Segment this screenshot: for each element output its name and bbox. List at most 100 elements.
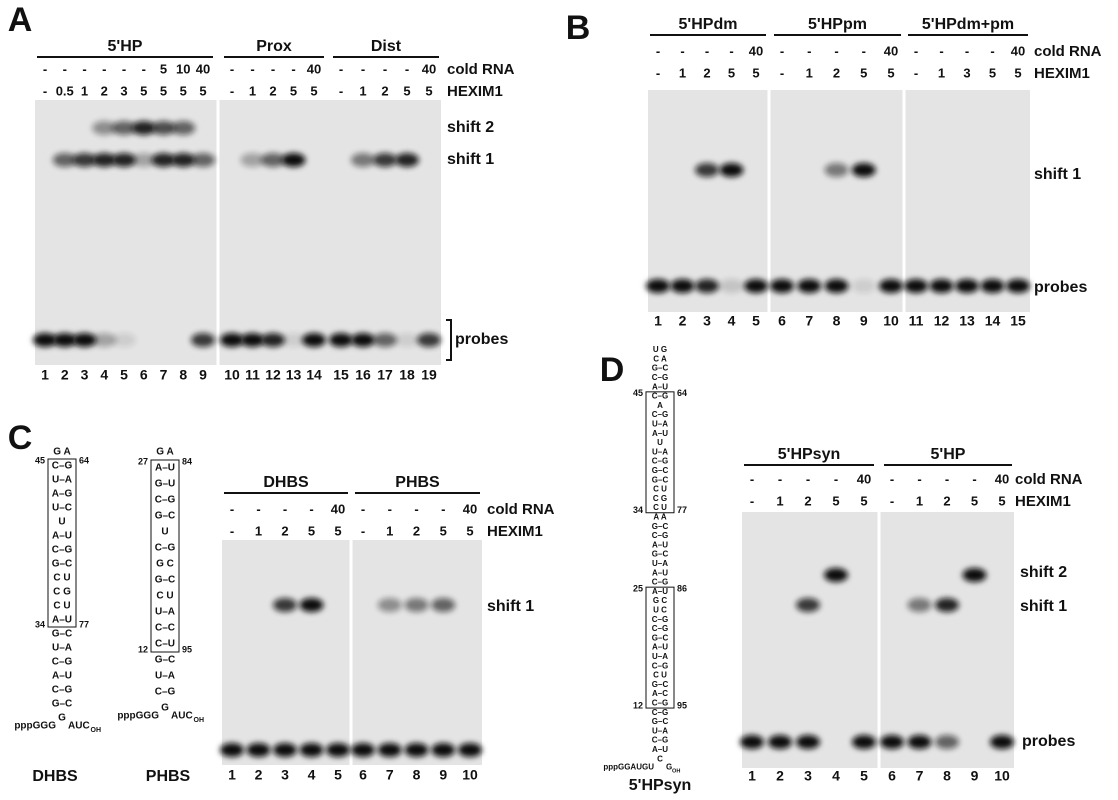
cold-rna-value: - <box>405 61 409 76</box>
three-prime-oh: OH <box>91 727 102 734</box>
gel-band <box>852 735 876 749</box>
lane-number: 2 <box>61 367 69 383</box>
hexim1-value: 5 <box>887 65 894 80</box>
lane-number: 1 <box>228 767 236 783</box>
nucleotide-row: U <box>161 527 168 538</box>
nucleotide-row: G–C <box>155 575 176 586</box>
helix-box <box>150 459 180 653</box>
hexim1-value: 3 <box>120 83 127 98</box>
cold-rna-value: 40 <box>463 501 477 516</box>
nucleotide-row: A–U <box>652 745 668 754</box>
gel-band <box>52 333 77 347</box>
gel-band <box>92 333 117 347</box>
lane-separator <box>349 540 353 765</box>
hexim1-value: - <box>43 83 47 98</box>
hexim1-value: 1 <box>255 523 262 538</box>
nucleotide-row: C–G <box>155 687 176 698</box>
gel-band <box>929 279 954 293</box>
hexim1-value: 5 <box>1014 65 1021 80</box>
cold-rna-value: 40 <box>307 61 321 76</box>
nucleotide-row: C–C <box>155 623 175 634</box>
nucleotide-row: C–G <box>652 615 668 624</box>
row-label: cold RNA <box>1015 471 1083 488</box>
nucleotide-row: C A <box>653 354 667 363</box>
group-header: 5'HPpm <box>808 16 867 33</box>
lane-number: 15 <box>1010 313 1026 329</box>
three-prime-end: AUC <box>68 721 90 732</box>
nucleotide-row: C–G <box>652 531 668 540</box>
gel-band <box>72 153 97 167</box>
nucleotide-row: G–C <box>652 364 669 373</box>
hexim1-value: 2 <box>943 493 950 508</box>
gel-band <box>240 153 265 167</box>
lane-number: 13 <box>286 367 302 383</box>
cold-rna-value: 5 <box>160 61 167 76</box>
lane-number: 10 <box>224 367 240 383</box>
lane-separator <box>767 90 771 312</box>
position-number: 12 <box>633 700 643 710</box>
gel-band <box>695 279 719 293</box>
nucleotide-row: C U <box>53 601 70 612</box>
gel-band <box>907 735 932 749</box>
three-prime-oh: OH <box>672 769 680 775</box>
nucleotide-row: G A <box>53 447 70 458</box>
helix-box <box>645 586 675 709</box>
gel-band <box>326 743 350 757</box>
nucleotide-row: C–G <box>52 461 73 472</box>
position-number: 27 <box>138 456 148 466</box>
cold-rna-value: - <box>102 61 106 76</box>
cold-rna-value: - <box>63 61 67 76</box>
hexim1-value: 3 <box>963 65 970 80</box>
lane-number: 8 <box>943 768 951 784</box>
nucleotide-row: C–G <box>652 736 668 745</box>
lane-number: 14 <box>306 367 322 383</box>
nucleotide-row: G–C <box>652 550 669 559</box>
gel-band <box>373 333 397 347</box>
hexim1-value: - <box>339 83 343 98</box>
lane-number: 1 <box>41 367 49 383</box>
nucleotide-row: C–G <box>652 392 668 401</box>
nucleotide-row: A–U <box>652 643 668 652</box>
row-label: HEXIM1 <box>1015 493 1071 510</box>
nucleotide-row: U C <box>653 606 667 615</box>
hexim1-value: 2 <box>804 493 811 508</box>
position-number: 25 <box>633 584 643 594</box>
hexim1-value: 1 <box>679 65 686 80</box>
hexim1-value: 2 <box>833 65 840 80</box>
cold-rna-value: - <box>972 471 976 486</box>
hexim1-value: 1 <box>359 83 366 98</box>
lane-separator <box>877 512 881 768</box>
cold-rna-value: - <box>806 471 810 486</box>
gel-band <box>695 163 719 177</box>
structure-name: 5'HPsyn <box>629 777 692 794</box>
lane-number: 16 <box>355 367 371 383</box>
lane-number: 2 <box>679 313 687 329</box>
five-prime-end: pppGGG <box>117 711 159 722</box>
bracket <box>446 319 452 361</box>
lane-number: 11 <box>909 313 924 329</box>
hexim1-value: 5 <box>860 493 867 508</box>
gel-band <box>220 333 244 347</box>
gel-band <box>646 279 670 293</box>
nucleotide-row: U–A <box>652 559 668 568</box>
lane-number: 8 <box>179 367 187 383</box>
nucleotide-row: G–C <box>652 633 669 642</box>
row-label: HEXIM1 <box>447 83 503 100</box>
hexim1-value: - <box>361 523 365 538</box>
cold-rna-value: - <box>414 501 418 516</box>
cold-rna-value: 40 <box>749 43 763 58</box>
cold-rna-value: - <box>778 471 782 486</box>
lane-number: 15 <box>333 367 349 383</box>
nucleotide-row: U–A <box>652 420 668 429</box>
hexim1-value: 2 <box>703 65 710 80</box>
hexim1-value: 1 <box>776 493 783 508</box>
gel-band <box>112 333 136 347</box>
panel-letter: D <box>600 351 625 389</box>
lane-number: 6 <box>140 367 148 383</box>
cold-rna-value: - <box>291 61 295 76</box>
gel-band <box>72 333 97 347</box>
band-label: shift 1 <box>1034 166 1081 183</box>
cold-rna-value: - <box>890 471 894 486</box>
nucleotide-row: C U <box>156 591 173 602</box>
